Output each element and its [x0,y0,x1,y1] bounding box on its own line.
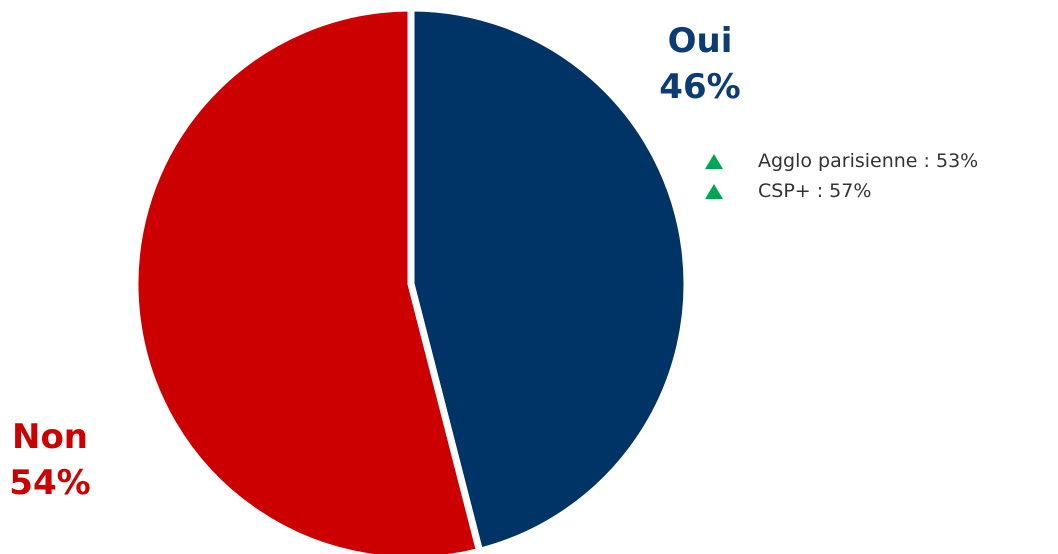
slice-value-non: 54% [9,463,91,503]
note-item: CSP+ : 57% [700,176,1055,206]
subgroup-notes: Agglo parisienne : 53% CSP+ : 57% [700,146,1055,206]
green-up-triangle-icon [700,153,728,169]
green-up-triangle-icon [700,183,728,199]
slice-category-non: Non [11,417,89,457]
slice-label-oui: Oui 46% [650,18,750,110]
slice-label-non: Non 54% [0,414,100,506]
slice-category-oui: Oui [667,21,733,61]
slice-value-oui: 46% [659,67,741,107]
note-item: Agglo parisienne : 53% [700,146,1055,176]
note-text: Agglo parisienne : 53% [758,150,979,172]
pie-slice-non [131,4,484,554]
note-text: CSP+ : 57% [758,180,872,202]
pie-slice-oui [407,4,691,554]
